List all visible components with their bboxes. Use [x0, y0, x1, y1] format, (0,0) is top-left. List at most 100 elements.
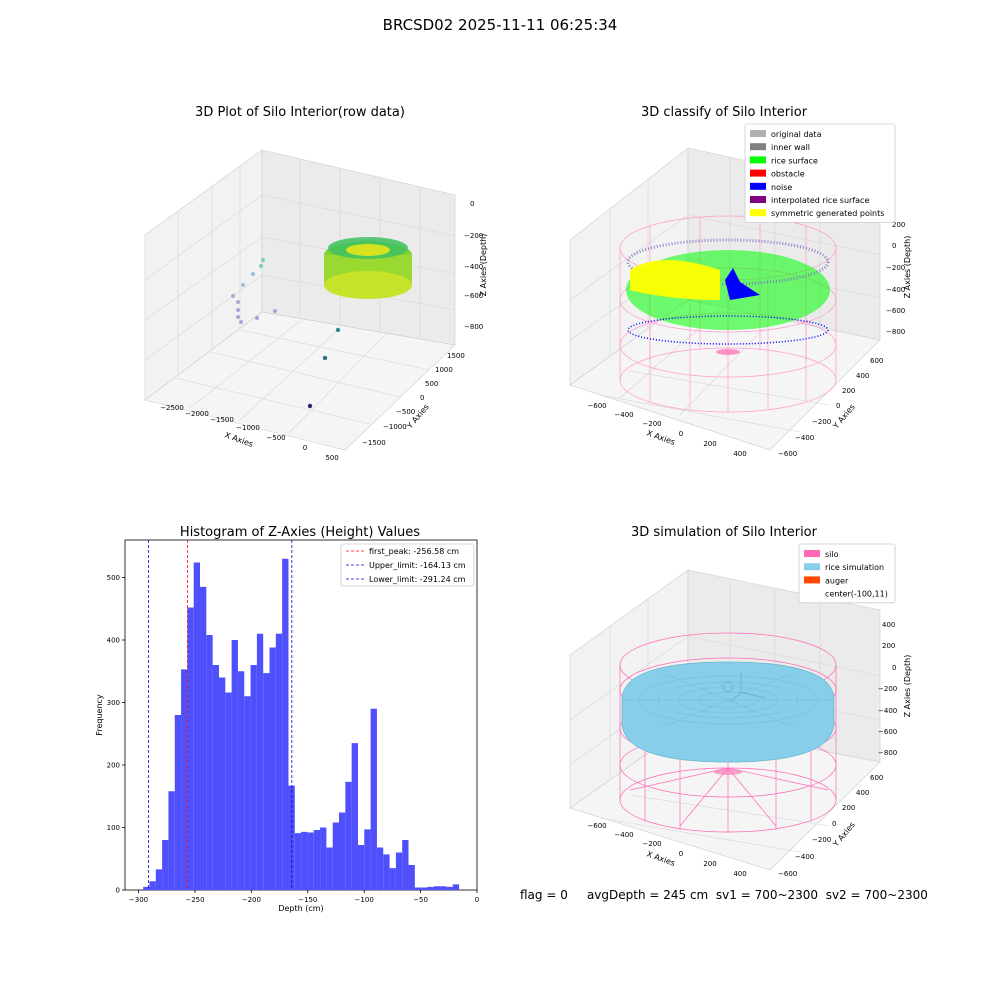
- panel-4-xtick: 400: [733, 870, 746, 878]
- panel-1-xlabel: X Axies: [223, 430, 254, 449]
- histogram-bar: [181, 669, 188, 890]
- panel-2-zlabel: Z Axies (Depth): [903, 236, 912, 299]
- histogram-x-ticks: −300 −250 −200 −150 −100 −50 0: [129, 890, 479, 904]
- simulation-legend-swatch: [804, 550, 820, 557]
- histogram-bar: [389, 868, 396, 890]
- panel-1-ztick: −600: [464, 292, 483, 300]
- histogram-bar: [408, 865, 415, 890]
- panel-2-ztick: −800: [886, 328, 905, 336]
- panel-1-xtick: 0: [303, 444, 307, 452]
- simulation-legend-label: rice simulation: [825, 563, 884, 572]
- histogram-bar: [427, 886, 434, 890]
- panel-1-ztick: −800: [464, 323, 483, 331]
- histogram-bar: [187, 607, 194, 890]
- histogram-bar: [149, 881, 156, 890]
- histogram-bar: [256, 633, 264, 890]
- histogram-x-tick-label: −150: [298, 896, 317, 904]
- histogram-bar: [421, 887, 428, 890]
- histogram-bar: [206, 635, 213, 890]
- panel-2-axes: −600 −400 −200 0 200 400 X Axies −600 −4…: [569, 147, 912, 458]
- panel-1-ztick: −200: [464, 232, 483, 240]
- panel-4-ztick: −200: [878, 685, 897, 693]
- histogram-y-tick-label: 300: [107, 699, 120, 707]
- histogram-legend-upper-limit: Upper_limit: -164.13 cm: [369, 561, 466, 570]
- panel-2-ztick: −400: [886, 286, 905, 294]
- panel-2-ztick: −600: [886, 307, 905, 315]
- histogram-bar: [237, 671, 245, 890]
- panel-4-xtick: 200: [703, 860, 716, 868]
- histogram-x-tick-label: −200: [242, 896, 261, 904]
- histogram-legend-lower-limit: Lower_limit: -291.24 cm: [369, 575, 466, 584]
- simulation-legend-label: silo: [825, 550, 839, 559]
- simulation-legend-frame: [798, 543, 896, 604]
- histogram-bar: [225, 692, 232, 890]
- classify-legend-swatch: [750, 169, 766, 177]
- panel-2-xlabel: X Axies: [645, 428, 676, 447]
- histogram-ylabel: Frequency: [95, 694, 104, 736]
- histogram-bar: [433, 886, 441, 890]
- panel-1-ytick: −1500: [362, 439, 386, 447]
- histogram-y-tick-label: 100: [107, 824, 120, 832]
- panel-2-xtick: −400: [614, 411, 633, 419]
- panel-2-xtick: −600: [587, 402, 606, 410]
- histogram-bar: [155, 869, 163, 890]
- status-line: flag = 0 avgDepth = 245 cm sv1 = 700~230…: [520, 888, 928, 902]
- histogram-panel: −300 −250 −200 −150 −100 −50 0 0 100 200 300 400 50…: [95, 539, 479, 913]
- histogram-bar: [402, 840, 409, 890]
- classify-legend-swatch: [750, 182, 766, 190]
- histogram-bar: [313, 830, 321, 890]
- histogram-bar: [351, 743, 358, 890]
- histogram-bar: [383, 854, 390, 890]
- panel-2-ytick: 400: [856, 372, 869, 380]
- panel-4-xtick: −600: [587, 822, 606, 830]
- flag-text: flag = 0: [520, 888, 568, 902]
- panel-1-ylabel: Y Axies: [405, 402, 431, 431]
- simulation-legend-label: auger: [825, 576, 849, 585]
- panel-1-ztick: 0: [470, 200, 474, 208]
- histogram-bar: [200, 586, 207, 890]
- panel-2-ztick: 0: [892, 242, 896, 250]
- panel-1-xtick: −1500: [210, 416, 234, 424]
- panel-2-ytick: −400: [795, 434, 814, 442]
- panel-1-zlabel: Z Axies (Depth): [479, 234, 488, 297]
- panel-1-ytick: −1000: [383, 423, 407, 431]
- avg-depth-text: avgDepth = 245 cm: [586, 888, 709, 902]
- histogram-bar: [440, 886, 447, 890]
- panel-4-ytick: 400: [856, 789, 869, 797]
- sv1-text: sv1 = 700~2300: [715, 888, 819, 902]
- histogram-y-ticks: 0 100 200 300 400 500: [107, 574, 125, 895]
- histogram-bar: [307, 832, 314, 890]
- classify-legend-label: symmetric generated points: [771, 209, 884, 218]
- panel-2-ylabel: Y Axies: [831, 402, 857, 431]
- panel-1-ztick: −400: [464, 263, 483, 271]
- panel-1-ytick: 0: [420, 394, 424, 402]
- panel-4-ztick: 0: [892, 664, 896, 672]
- panel-4-zlabel: Z Axies (Depth): [903, 655, 912, 718]
- histogram-bar: [275, 633, 283, 890]
- classify-legend-label: rice surface: [771, 156, 818, 165]
- histogram-bar: [357, 845, 365, 890]
- panel-4-ztick: 400: [882, 621, 895, 629]
- panel-4-xlabel: X Axies: [645, 849, 676, 868]
- panel-4-axes: −600 −400 −200 0 200 400 X Axies −600 −4…: [569, 569, 912, 878]
- panel-4-ztick: −400: [878, 707, 897, 715]
- panel-3-title: Histogram of Z-Axies (Height) Values: [180, 525, 420, 540]
- classify-legend-label: obstacle: [771, 170, 805, 179]
- histogram-legend: first_peak: -256.58 cm Upper_limit: -164…: [340, 543, 475, 587]
- panel-2-title: 3D classify of Silo Interior: [641, 105, 808, 120]
- classify-legend-label: noise: [771, 183, 792, 192]
- histogram-bar: [193, 562, 201, 890]
- histogram-x-tick-label: 0: [475, 896, 479, 904]
- histogram-bar: [414, 887, 422, 890]
- histogram-bar: [446, 886, 453, 890]
- histogram-x-tick-label: −300: [129, 896, 148, 904]
- panel-4-xtick: −400: [614, 831, 633, 839]
- panel-1-title: 3D Plot of Silo Interior(row data): [195, 105, 405, 120]
- histogram-bar: [174, 715, 182, 890]
- panel-4-ytick: 200: [842, 804, 855, 812]
- histogram-bar: [301, 831, 308, 890]
- histogram-bar: [250, 665, 257, 890]
- panel-1-xtick: −2500: [160, 404, 184, 412]
- panel-4-ztick: −600: [878, 728, 897, 736]
